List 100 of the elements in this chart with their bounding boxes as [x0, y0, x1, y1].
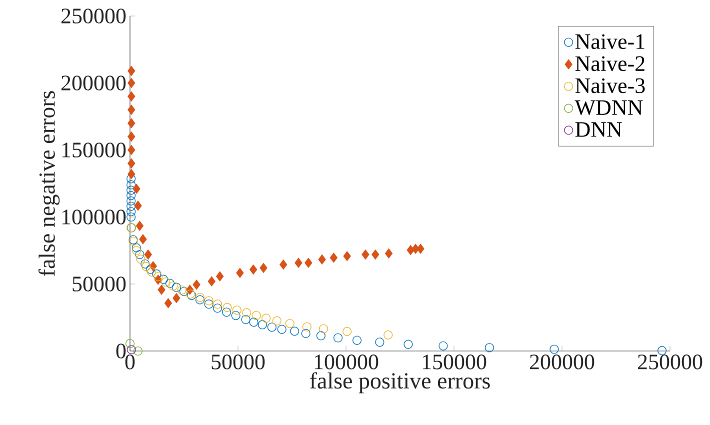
point	[372, 250, 380, 260]
point	[304, 258, 312, 268]
point	[128, 158, 136, 168]
point	[177, 285, 186, 295]
point	[142, 262, 151, 272]
point	[318, 324, 328, 334]
point	[126, 174, 136, 184]
point	[128, 145, 136, 155]
point	[384, 330, 393, 340]
legend-label: DNN	[575, 122, 622, 137]
point	[144, 250, 152, 260]
point	[550, 344, 559, 354]
point	[249, 318, 258, 327]
point	[132, 246, 142, 256]
point	[126, 191, 136, 200]
point	[343, 251, 351, 262]
point	[290, 326, 300, 336]
point	[316, 331, 326, 340]
point	[136, 220, 144, 231]
point	[285, 318, 294, 328]
x-tick-label: 200000	[530, 354, 594, 370]
point	[128, 118, 136, 128]
point	[252, 310, 261, 320]
point	[212, 300, 222, 309]
point	[164, 298, 172, 308]
point	[267, 322, 276, 332]
y-tick-label: 50000	[72, 276, 126, 292]
point	[404, 340, 413, 349]
point	[342, 326, 352, 336]
point	[135, 250, 144, 260]
point	[126, 202, 136, 211]
point	[438, 341, 448, 350]
point	[126, 345, 136, 354]
point	[204, 296, 214, 306]
point	[330, 252, 338, 263]
point	[125, 338, 135, 348]
point	[139, 234, 147, 244]
point	[318, 254, 326, 264]
x-tick-label: 100000	[314, 354, 378, 370]
point	[195, 292, 205, 302]
point	[172, 282, 181, 292]
point	[126, 180, 136, 190]
point	[128, 66, 136, 76]
point	[204, 300, 214, 309]
x-tick-label: 50000	[212, 354, 265, 370]
point	[222, 302, 232, 312]
point	[301, 328, 310, 338]
point	[333, 333, 343, 342]
point	[277, 324, 286, 334]
point	[216, 271, 224, 282]
y-tick-label: 0	[116, 344, 126, 358]
legend-label: WDNN	[574, 100, 643, 116]
point	[222, 308, 232, 317]
point	[126, 212, 136, 222]
point	[140, 259, 150, 268]
y-tick-label: 250000	[61, 8, 126, 24]
point	[294, 258, 302, 268]
point	[250, 264, 258, 274]
point	[416, 244, 424, 254]
point	[128, 78, 136, 88]
point	[133, 346, 143, 356]
point	[212, 304, 222, 313]
y-axis-title: false negative errors	[38, 91, 60, 276]
y-tick-label: 100000	[62, 210, 126, 224]
x-tick-label: 150000	[422, 354, 486, 370]
point	[260, 262, 268, 273]
point	[154, 272, 163, 282]
point	[208, 276, 216, 286]
point	[136, 254, 146, 264]
point	[375, 338, 384, 347]
legend-label: Naive-3	[575, 78, 645, 94]
point	[241, 314, 250, 324]
point	[161, 277, 170, 287]
point	[128, 91, 136, 102]
point	[126, 196, 136, 206]
point	[352, 336, 362, 345]
point	[168, 281, 178, 291]
point	[242, 308, 252, 318]
point	[179, 286, 189, 296]
point	[302, 322, 312, 332]
point	[236, 268, 244, 278]
point	[272, 316, 282, 326]
point	[232, 306, 242, 315]
point	[280, 260, 288, 270]
point	[231, 310, 240, 320]
point	[147, 267, 156, 276]
point	[132, 243, 142, 252]
point	[172, 293, 180, 304]
point	[384, 248, 393, 258]
point	[128, 132, 136, 142]
point	[128, 104, 136, 115]
y-tick-label: 200000	[61, 76, 126, 90]
legend-label: Naive-1	[575, 34, 644, 50]
point	[195, 295, 205, 304]
x-axis-title: false positive errors	[310, 372, 490, 394]
point	[134, 200, 142, 211]
point	[484, 343, 494, 352]
legend-label: Naive-2	[575, 56, 644, 72]
point	[126, 207, 136, 216]
point	[192, 280, 200, 290]
